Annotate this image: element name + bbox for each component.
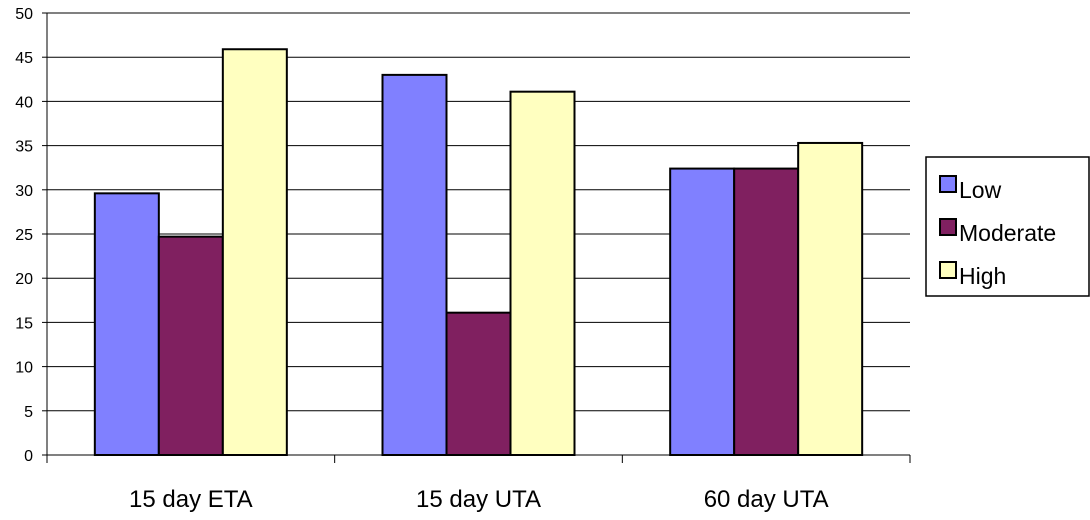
bars [93,48,864,457]
bar-high-1 [221,48,288,457]
category-labels: 15 day ETA 15 day UTA 60 day UTA [129,486,829,513]
category-label: 60 day UTA [704,486,829,513]
legend-swatch-moderate [939,218,957,236]
bar-moderate-3 [733,167,800,456]
y-tick-label: 0 [24,448,33,465]
bar-low-1 [93,192,160,456]
category-label: 15 day UTA [416,486,541,513]
bar-low-3 [669,167,736,456]
legend-swatch-high [939,261,957,279]
category-label: 15 day ETA [129,486,253,513]
y-tick-label: 50 [15,6,33,23]
legend-swatch-low [939,175,957,193]
y-tick-label: 40 [15,94,33,111]
bar-low-2 [381,73,448,456]
bar-high-2 [509,90,576,457]
bar-moderate-2 [445,311,512,456]
axes [42,12,911,463]
y-tick-label: 45 [15,50,33,67]
legend: Low Moderate High [925,156,1090,297]
y-tick-label: 20 [15,271,33,288]
y-tick-label: 25 [15,227,33,244]
y-tick-label: 15 [15,315,33,332]
y-tick-label: 30 [15,183,33,200]
bar-moderate-1 [157,235,224,456]
y-tick-label: 35 [15,139,33,156]
legend-label-low: Low [959,177,1002,203]
bar-high-3 [797,141,864,456]
legend-label-high: High [959,263,1006,289]
legend-label-moderate: Moderate [959,220,1056,246]
y-tick-label: 10 [15,360,33,377]
y-tick-label: 5 [24,404,33,421]
y-tick-labels: 0 5 10 15 20 25 30 35 40 45 50 [15,6,33,465]
